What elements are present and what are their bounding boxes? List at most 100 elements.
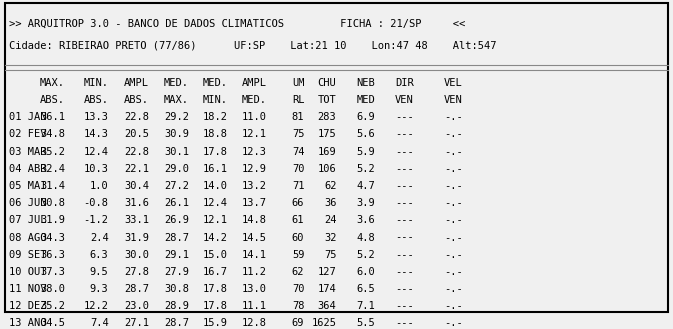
Text: 14.1: 14.1 [242,250,267,260]
Text: ---: --- [395,215,414,225]
Text: 6.3: 6.3 [90,250,108,260]
Text: 12.8: 12.8 [242,318,267,328]
Text: 27.9: 27.9 [164,267,189,277]
Text: 31.9: 31.9 [124,233,149,242]
Text: 62: 62 [324,181,336,191]
Text: 32.4: 32.4 [40,164,65,174]
Text: 14.0: 14.0 [203,181,228,191]
Text: -.-: -.- [444,267,462,277]
Text: 11.2: 11.2 [242,267,267,277]
Text: AMPL: AMPL [242,78,267,88]
Text: 2.4: 2.4 [90,233,108,242]
Text: ABS.: ABS. [124,95,149,105]
Text: 6.5: 6.5 [357,284,376,294]
Text: 5.9: 5.9 [357,147,376,157]
Text: 09 SET: 09 SET [9,250,47,260]
Text: 18.8: 18.8 [203,130,228,139]
Text: ---: --- [395,233,414,242]
Text: 31.4: 31.4 [40,181,65,191]
Text: 35.2: 35.2 [40,147,65,157]
Text: 14.5: 14.5 [242,233,267,242]
Text: 15.9: 15.9 [203,318,228,328]
Text: 38.0: 38.0 [40,284,65,294]
Text: 70: 70 [292,164,304,174]
Text: -.-: -.- [444,130,462,139]
Text: -.-: -.- [444,181,462,191]
Text: 13.7: 13.7 [242,198,267,208]
Text: VEN: VEN [444,95,462,105]
Text: TOT: TOT [318,95,336,105]
Text: 7.1: 7.1 [357,301,376,311]
Text: -.-: -.- [444,164,462,174]
Text: 16.1: 16.1 [203,164,228,174]
Text: 17.8: 17.8 [203,147,228,157]
Text: DIR: DIR [395,78,414,88]
Text: ABS.: ABS. [40,95,65,105]
Text: 36.3: 36.3 [40,250,65,260]
Text: 75: 75 [324,250,336,260]
Text: 17.8: 17.8 [203,284,228,294]
Text: ---: --- [395,267,414,277]
Text: MIN.: MIN. [203,95,228,105]
Text: AMPL: AMPL [124,78,149,88]
Text: 106: 106 [318,164,336,174]
Text: -.-: -.- [444,318,462,328]
Text: 12 DEZ: 12 DEZ [9,301,47,311]
Text: 66: 66 [292,198,304,208]
Text: 37.3: 37.3 [40,267,65,277]
Text: ---: --- [395,284,414,294]
Text: 01 JAN: 01 JAN [9,112,47,122]
Text: 5.5: 5.5 [357,318,376,328]
Text: 28.7: 28.7 [164,318,189,328]
Text: 05 MAI: 05 MAI [9,181,47,191]
Text: 06 JUN: 06 JUN [9,198,47,208]
Text: 13.2: 13.2 [242,181,267,191]
Text: 13.3: 13.3 [83,112,108,122]
Text: 29.1: 29.1 [164,250,189,260]
Text: ---: --- [395,318,414,328]
Text: 12.3: 12.3 [242,147,267,157]
Text: ABS.: ABS. [83,95,108,105]
Text: 28.7: 28.7 [164,233,189,242]
Text: ---: --- [395,301,414,311]
Text: 22.8: 22.8 [124,112,149,122]
Text: 75: 75 [292,130,304,139]
Text: 31.9: 31.9 [40,215,65,225]
Text: 3.6: 3.6 [357,215,376,225]
Text: -.-: -.- [444,112,462,122]
Text: 34.3: 34.3 [40,233,65,242]
Text: 9.5: 9.5 [90,267,108,277]
Text: 74: 74 [292,147,304,157]
Text: 283: 283 [318,112,336,122]
Text: 27.2: 27.2 [164,181,189,191]
Text: 15.0: 15.0 [203,250,228,260]
Text: -.-: -.- [444,284,462,294]
Text: 4.7: 4.7 [357,181,376,191]
Text: 26.1: 26.1 [164,198,189,208]
Text: MED.: MED. [164,78,189,88]
Text: 364: 364 [318,301,336,311]
Text: 12.2: 12.2 [83,301,108,311]
Text: 29.2: 29.2 [164,112,189,122]
Text: 08 AGO: 08 AGO [9,233,47,242]
Text: -.-: -.- [444,198,462,208]
Text: 11.1: 11.1 [242,301,267,311]
Text: MED: MED [357,95,376,105]
Text: Cidade: RIBEIRAO PRETO (77/86)      UF:SP    Lat:21 10    Lon:47 48    Alt:547: Cidade: RIBEIRAO PRETO (77/86) UF:SP Lat… [9,40,497,50]
Text: 7.4: 7.4 [90,318,108,328]
Text: 30.1: 30.1 [164,147,189,157]
Text: 27.1: 27.1 [124,318,149,328]
Text: 10 OUT: 10 OUT [9,267,47,277]
Text: 11.0: 11.0 [242,112,267,122]
Text: ---: --- [395,147,414,157]
Text: 02 FEV: 02 FEV [9,130,47,139]
Text: -0.8: -0.8 [83,198,108,208]
Text: 61: 61 [292,215,304,225]
Text: 69: 69 [292,318,304,328]
Text: 18.2: 18.2 [203,112,228,122]
Text: 5.2: 5.2 [357,164,376,174]
Text: MIN.: MIN. [83,78,108,88]
Text: 81: 81 [292,112,304,122]
Text: 36.1: 36.1 [40,112,65,122]
Text: 78: 78 [292,301,304,311]
